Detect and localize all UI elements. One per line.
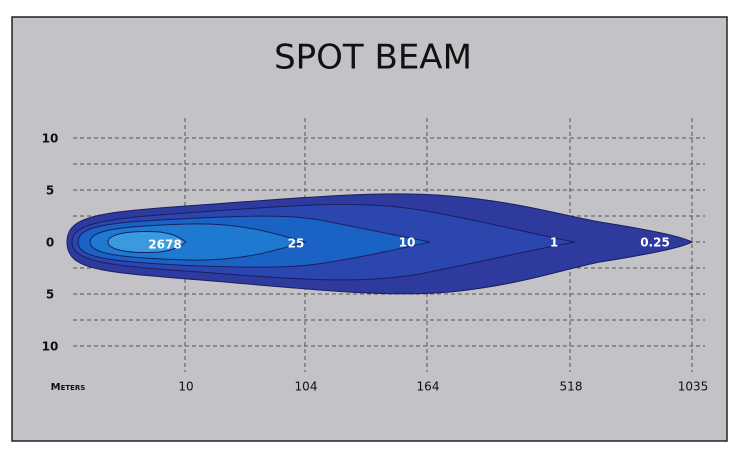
y-label: 0 — [46, 236, 54, 250]
y-label: 5 — [46, 288, 54, 302]
y-label: 10 — [42, 132, 59, 146]
x-label: 10 — [178, 380, 193, 394]
labels: 10 5 0 5 10 Meters 10 104 164 518 1035 2678 25 10 1 0.2… — [42, 132, 709, 394]
contour-label: 1 — [550, 236, 558, 250]
contour-label: 2678 — [148, 238, 181, 252]
contour-label: 25 — [288, 237, 305, 251]
beam-contours — [66, 193, 694, 295]
x-label: 518 — [560, 380, 583, 394]
x-label: 164 — [417, 380, 440, 394]
contour — [107, 231, 187, 253]
contour-label: 0.25 — [640, 236, 670, 250]
x-label: 1035 — [678, 380, 709, 394]
title: SPOT BEAM — [274, 38, 472, 78]
x-label: 104 — [295, 380, 318, 394]
x-axis-label: Meters — [51, 382, 86, 393]
y-label: 10 — [42, 340, 59, 354]
contour-label: 10 — [399, 236, 416, 250]
y-label: 5 — [46, 184, 54, 198]
